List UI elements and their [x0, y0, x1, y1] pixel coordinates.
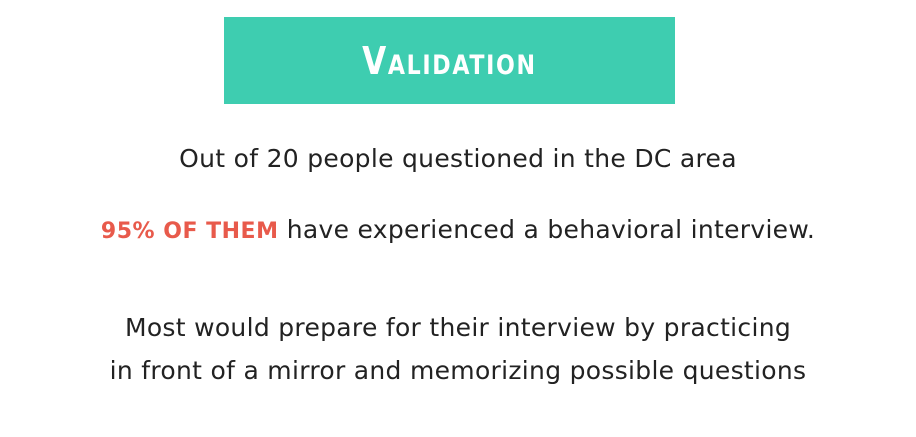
- page-title: Validation: [362, 38, 537, 83]
- result-text: have experienced a behavioral interview.: [286, 215, 816, 244]
- survey-statement: Out of 20 people questioned in the DC ar…: [179, 144, 737, 173]
- preparation-statement-line-2: in front of a mirror and memorizing poss…: [109, 356, 807, 385]
- highlight-percentage: 95% OF THEM: [100, 219, 279, 244]
- title-banner: Validation: [224, 17, 675, 104]
- result-statement: 95% OF THEM have experienced a behaviora…: [0, 214, 916, 248]
- preparation-statement-line-1: Most would prepare for their interview b…: [124, 313, 792, 342]
